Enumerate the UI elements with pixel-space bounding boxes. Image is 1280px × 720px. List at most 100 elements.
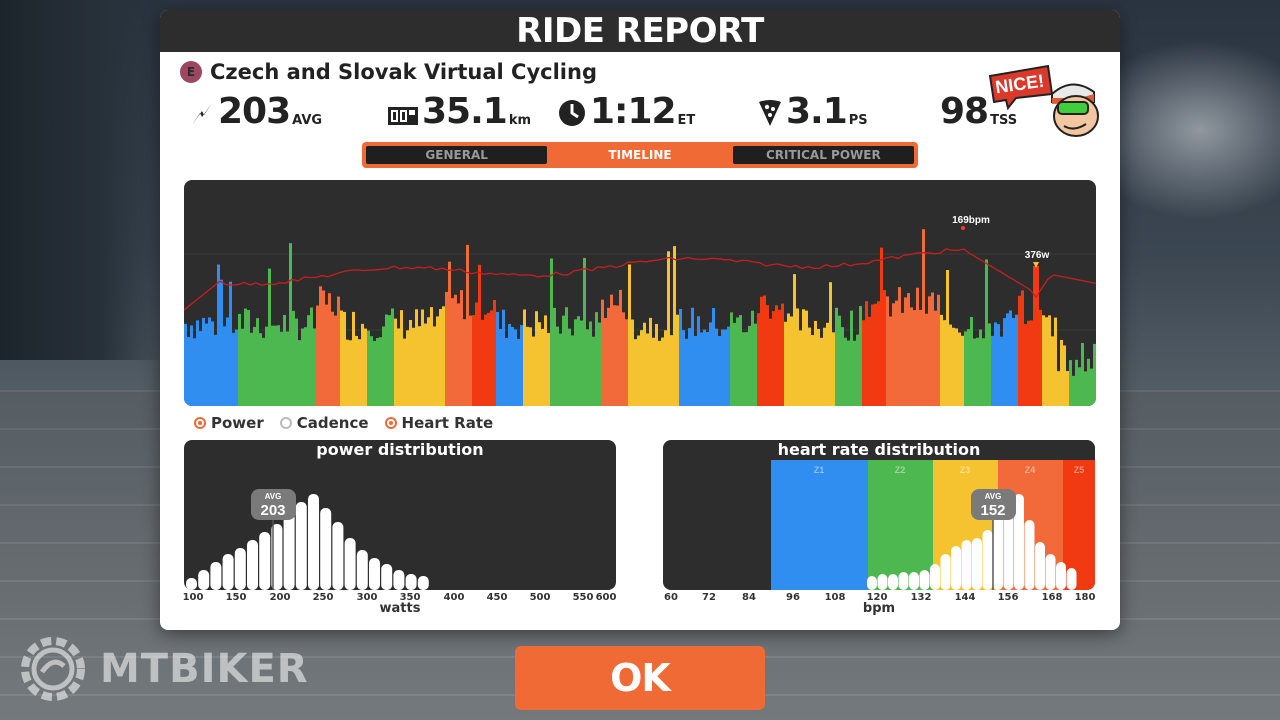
power-bar — [382, 326, 385, 406]
power-bar — [454, 294, 457, 406]
power-bar — [667, 251, 670, 406]
power-bar — [955, 328, 958, 406]
power-bar — [862, 320, 865, 406]
heart-rate-distribution-bar — [867, 576, 877, 590]
power-distribution-bar — [417, 576, 429, 590]
power-bar — [1000, 336, 1003, 406]
power-bar — [637, 335, 640, 406]
power-distribution-bar — [247, 540, 258, 590]
power-bar — [952, 327, 955, 406]
power-distribution-svg: AVG 203 — [186, 489, 429, 590]
power-bar — [709, 322, 712, 406]
power-distribution-chart: power distribution AVG 203 — [184, 440, 616, 590]
power-bar — [517, 338, 520, 406]
mtbiker-watermark: MTBIKER — [16, 632, 309, 706]
heart-rate-distribution-bar — [909, 572, 919, 590]
power-bar — [754, 323, 757, 406]
power-bar — [670, 335, 673, 406]
power-bar — [736, 317, 739, 406]
clock-icon — [559, 100, 585, 126]
heart-rate-distribution-bar — [940, 554, 951, 590]
power-bar — [268, 268, 271, 406]
power-bar — [1069, 360, 1072, 406]
power-bar — [652, 337, 655, 406]
hr-tick: 84 — [742, 592, 756, 603]
tab-critical-power[interactable]: CRITICAL POWER — [732, 146, 914, 164]
power-axis: 100 150 200 250 300 350 400 450 500 550 … — [183, 592, 617, 606]
power-bar — [337, 296, 340, 406]
power-bar — [970, 316, 973, 406]
power-bar — [238, 313, 241, 406]
power-bar — [271, 325, 274, 406]
stat-distance: 35.1 km — [388, 92, 531, 132]
power-bar — [826, 322, 829, 406]
power-bar — [1075, 359, 1078, 406]
power-bar — [274, 325, 277, 406]
power-bar — [433, 326, 436, 406]
power-bar — [892, 303, 895, 406]
power-bar — [466, 244, 469, 406]
power-bar — [241, 328, 244, 406]
power-bar — [1012, 317, 1015, 406]
power-bar — [640, 330, 643, 406]
power-bar — [658, 340, 661, 406]
heart-rate-toggle[interactable] — [384, 417, 397, 429]
power-bar — [457, 303, 460, 406]
power-bar — [940, 314, 943, 406]
legend-cadence[interactable]: Cadence — [279, 414, 369, 432]
power-bar — [187, 336, 190, 406]
cadence-toggle[interactable] — [279, 417, 292, 429]
hr-peak-marker — [961, 226, 965, 230]
power-bar — [829, 282, 832, 406]
power-distribution-bar — [356, 550, 368, 590]
power-bar — [880, 247, 883, 406]
legend-heart-rate[interactable]: Heart Rate — [384, 414, 493, 432]
stat-unit: TSS — [990, 113, 1018, 128]
power-bar — [685, 338, 688, 406]
power-bar — [814, 320, 817, 406]
power-bar — [721, 329, 724, 406]
power-bar — [1021, 290, 1024, 406]
power-distribution-bar — [393, 570, 405, 590]
power-bar — [184, 323, 187, 406]
power-bar — [418, 326, 421, 406]
power-bar — [919, 309, 922, 406]
stat-value: 3.1 — [786, 91, 848, 132]
event-row: E Czech and Slovak Virtual Cycling — [180, 60, 597, 84]
tab-timeline[interactable]: TIMELINE — [549, 144, 731, 166]
legend-power[interactable]: Power — [194, 414, 264, 432]
stat-unit: PS — [848, 113, 868, 128]
power-bar — [700, 332, 703, 406]
power-bar — [448, 261, 451, 406]
power-avg-value: 203 — [260, 502, 285, 519]
power-bar — [205, 323, 208, 406]
power-bar — [793, 274, 796, 406]
power-bar — [259, 333, 262, 406]
stat-value: 98 — [940, 91, 989, 132]
power-bar — [412, 327, 415, 406]
event-name: Czech and Slovak Virtual Cycling — [210, 60, 597, 84]
power-distribution-bar — [222, 554, 234, 590]
power-bar — [607, 307, 610, 406]
power-distribution-bar — [308, 494, 319, 590]
power-distribution-bar — [198, 570, 210, 590]
power-tick: 500 — [529, 592, 551, 603]
power-tick: 450 — [486, 592, 508, 603]
power-bar — [619, 289, 622, 406]
ok-button[interactable]: OK — [515, 646, 765, 710]
power-bar — [688, 328, 691, 406]
power-toggle[interactable] — [194, 417, 206, 429]
hr-tick: 96 — [786, 592, 800, 603]
power-bar — [559, 333, 562, 406]
power-bar — [751, 310, 754, 406]
stat-value: 203 — [218, 91, 291, 132]
tab-general[interactable]: GENERAL — [366, 146, 548, 164]
power-bar — [847, 340, 850, 406]
power-bar — [199, 331, 202, 406]
power-bar — [310, 307, 313, 406]
power-bar — [322, 290, 325, 406]
mascot-nice-icon: NICE! — [988, 64, 1099, 137]
power-bar — [604, 317, 607, 406]
power-bar — [760, 296, 763, 406]
power-bar — [193, 338, 196, 406]
